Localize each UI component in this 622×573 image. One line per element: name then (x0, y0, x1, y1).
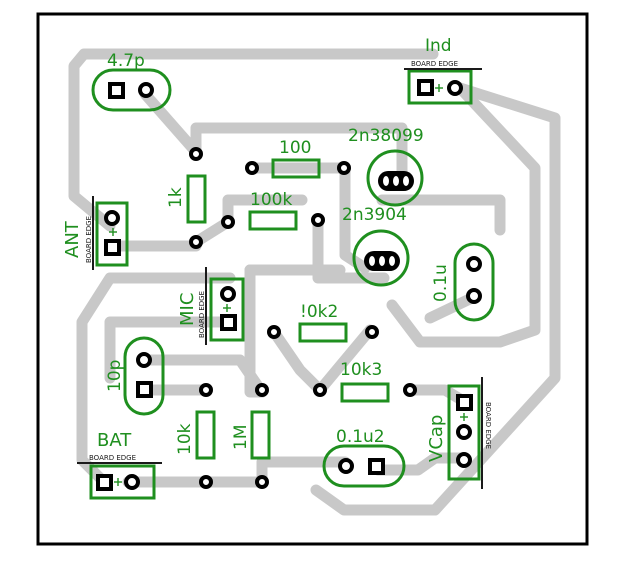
label-cap-0p1u2: 0.1u2 (336, 427, 385, 447)
plus-markers (109, 84, 468, 486)
label-r-1m: 1M (231, 425, 251, 450)
board-outline (36, 12, 589, 546)
square-pads (96, 79, 473, 491)
edge-label-ant: BOARD EDGE (85, 216, 93, 263)
label-bat: BAT (97, 430, 132, 451)
edge-label-vcap: BOARD EDGE (484, 402, 492, 449)
label-ind: Ind (425, 36, 452, 56)
transistor-q1 (378, 171, 414, 191)
label-cap-0p1u: 0.1u (431, 264, 451, 302)
transistor-q2 (364, 251, 400, 271)
edge-label-mic: BOARD EDGE (198, 291, 206, 338)
label-r-10k: 10k (175, 423, 195, 455)
label-cap-4p7: 4.7p (107, 51, 145, 71)
round-pads (104, 80, 482, 490)
label-cap-10p: 10p (105, 360, 125, 392)
board-edge-markers (77, 68, 483, 489)
label-r-100: 100 (279, 138, 311, 158)
label-vcap: VCap (426, 415, 447, 462)
edge-label-ind: BOARD EDGE (411, 60, 458, 68)
label-q1: 2n38099 (348, 126, 424, 146)
edge-label-bat: BOARD EDGE (89, 454, 136, 462)
label-ant: ANT (62, 220, 83, 258)
label-r-10k3: 10k3 (340, 360, 382, 380)
silkscreen-outlines (89, 68, 495, 500)
label-r-1k: 1k (166, 187, 186, 208)
label-r-10k2: !0k2 (300, 302, 338, 322)
label-mic: MIC (177, 293, 198, 326)
label-r-100k: 100k (250, 190, 292, 210)
label-q2: 2n3904 (342, 205, 407, 225)
